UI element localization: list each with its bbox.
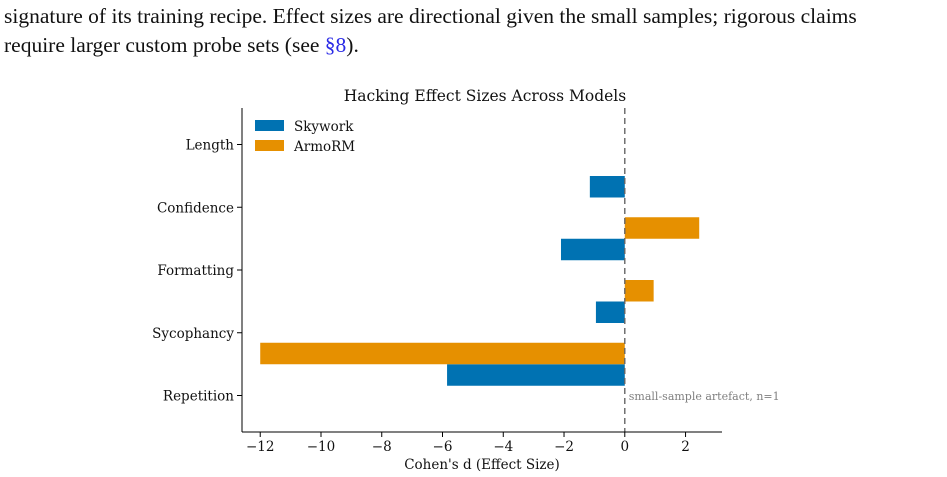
bar-armorm-confidence [624, 217, 700, 239]
paragraph-line-2-text: require larger custom probe sets (see [4, 33, 325, 57]
bar-skywork-confidence [560, 238, 625, 261]
legend-label-skywork: Skywork [294, 119, 354, 135]
x-tick-label: −10 [307, 439, 336, 455]
x-tick-label: −4 [493, 439, 513, 455]
y-category-label: Sycophancy [152, 326, 234, 342]
y-category-label: Formatting [157, 263, 234, 279]
bar-skywork-length [589, 176, 625, 198]
bar-skywork-formatting [595, 301, 625, 323]
paragraph-line-2-end: ). [346, 33, 359, 57]
y-category-label: Repetition [163, 389, 234, 405]
bar-armorm-sycophancy [260, 342, 625, 365]
x-tick-label: −2 [554, 439, 574, 455]
section-reference-link[interactable]: §8 [324, 33, 347, 57]
x-tick-label: −8 [372, 439, 392, 455]
legend-swatch-armorm [255, 140, 284, 151]
chart-title: Hacking Effect Sizes Across Models [344, 87, 626, 105]
x-axis-label: Cohen's d (Effect Size) [404, 457, 560, 473]
bar-armorm-formatting [624, 280, 654, 302]
x-tick-label: 0 [620, 439, 629, 455]
paragraph-line-2: require larger custom probe sets (see §8… [4, 31, 944, 60]
legend-label-armorm: ArmoRM [293, 139, 355, 155]
paper-paragraph: signature of its training recipe. Effect… [4, 2, 944, 60]
x-tick-label: 2 [681, 439, 690, 455]
paragraph-line-1: signature of its training recipe. Effect… [4, 4, 857, 28]
x-tick-label: −6 [433, 439, 453, 455]
x-tick-label: −12 [246, 439, 275, 455]
annotation-note: small-sample artefact, n=1 [629, 390, 780, 403]
bar-skywork-sycophancy [447, 364, 625, 386]
y-category-label: Confidence [157, 200, 234, 216]
y-category-label: Length [186, 138, 235, 154]
legend-swatch-skywork [255, 120, 284, 131]
